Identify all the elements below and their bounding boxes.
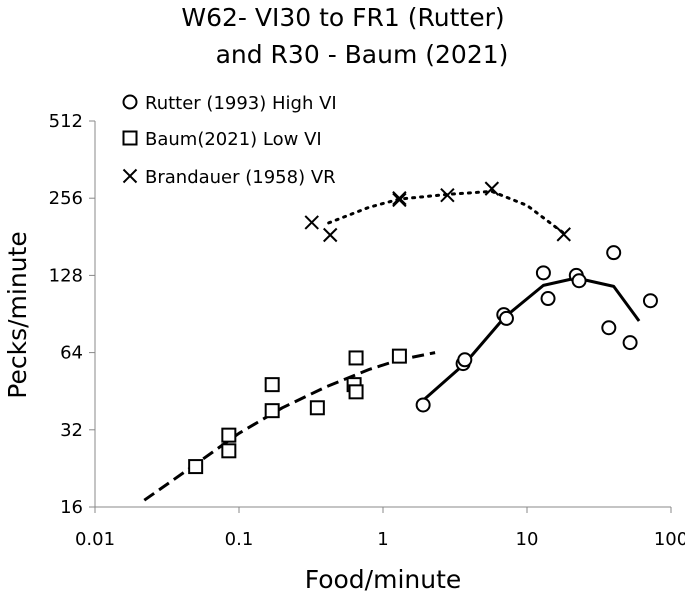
square-marker [264, 403, 280, 419]
square-marker [264, 377, 280, 393]
chart-title-line-1: W62- VI30 to FR1 (Rutter) [181, 3, 504, 32]
baum-fit-line [143, 351, 436, 502]
circle-marker [601, 320, 617, 336]
fit-lines [143, 189, 641, 502]
square-marker [348, 350, 364, 366]
square-marker [221, 427, 237, 443]
circle-marker [457, 352, 473, 368]
y-axis-label: Pecks/minute [3, 231, 32, 398]
circle-marker [498, 310, 514, 326]
square-marker [348, 384, 364, 400]
y-tick-label: 256 [49, 188, 83, 209]
x-tick-label: 0.01 [75, 529, 115, 550]
y-tick-label: 128 [49, 265, 83, 286]
legend-entry-label: Baum(2021) Low VI [145, 129, 322, 150]
x-tick-label: 100 [654, 529, 685, 550]
x-tick-label: 1 [377, 529, 388, 550]
legend-square-marker [122, 130, 138, 146]
x-tick-label: 0.1 [225, 529, 254, 550]
data-markers [188, 181, 658, 475]
cross-marker [392, 190, 407, 206]
legend-circle-marker [122, 94, 138, 110]
legend: Rutter (1993) High VI Baum(2021) Low VI Br… [122, 93, 337, 188]
cross-marker [556, 227, 571, 242]
axes: 16 32 64 128 256 512 0.01 0.1 1 10 100 [49, 111, 685, 550]
legend-entry-label: Rutter (1993) High VI [145, 93, 337, 114]
circle-marker [415, 397, 431, 413]
square-marker [221, 443, 237, 459]
circle-marker [571, 273, 587, 289]
x-axis-label: Food/minute [305, 565, 462, 594]
rutter-fit-line [417, 276, 641, 407]
square-marker [188, 459, 204, 475]
legend-cross-marker [122, 168, 138, 184]
cross-marker [392, 192, 407, 208]
circle-marker [622, 335, 638, 351]
y-tick-label: 512 [49, 111, 83, 132]
chart-title-line-2: and R30 - Baum (2021) [216, 40, 509, 69]
cross-marker [323, 227, 338, 243]
square-marker [309, 400, 325, 416]
legend-entry-label: Brandauer (1958) VR [145, 167, 336, 188]
circle-marker [642, 293, 658, 309]
square-marker [391, 348, 407, 364]
x-tick-label: 10 [516, 529, 539, 550]
cross-marker [304, 215, 319, 230]
cross-marker [484, 181, 500, 196]
circle-marker [606, 245, 622, 261]
y-tick-label: 32 [60, 420, 83, 441]
circle-marker [540, 291, 556, 307]
circle-marker [535, 265, 551, 281]
chart-title: W62- VI30 to FR1 (Rutter) and R30 - Baum… [181, 3, 508, 69]
cross-marker [440, 187, 455, 203]
y-tick-label: 16 [60, 497, 83, 518]
y-tick-label: 64 [60, 343, 83, 364]
